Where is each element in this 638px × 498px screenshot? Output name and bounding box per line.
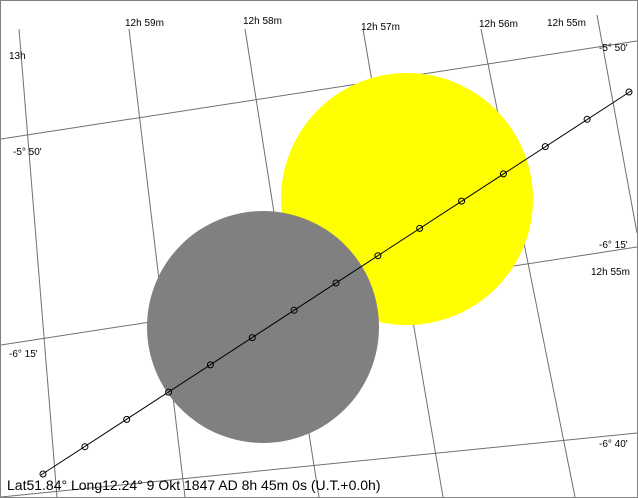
dec-grid-line xyxy=(1,40,637,140)
moon-path xyxy=(39,88,633,478)
ra-grid-line xyxy=(128,28,186,497)
ra-label: 12h 55m xyxy=(591,267,630,278)
moon-path-marker xyxy=(458,197,466,205)
dec-label: -6° 40' xyxy=(599,439,628,450)
moon-disc[interactable] xyxy=(147,211,379,443)
moon-path-marker xyxy=(416,224,424,232)
moon-path-marker xyxy=(165,388,173,396)
moon-path-marker xyxy=(625,88,633,96)
ra-grid-line xyxy=(596,14,637,234)
coordinate-labels: 12h 59m 12h 58m 12h 57m 12h 56m 12h 55m … xyxy=(9,16,630,450)
moon-path-marker xyxy=(499,170,507,178)
ra-label: 12h 56m xyxy=(479,19,518,30)
ra-grid-line xyxy=(18,28,58,497)
moon-path-marker xyxy=(248,334,256,342)
moon-path-marker xyxy=(123,415,131,423)
dec-label: -6° 15' xyxy=(9,349,38,360)
ra-label: 12h 59m xyxy=(125,18,164,29)
ra-grid-line xyxy=(480,28,576,497)
status-readout: Lat51.84° Long12.24° 9 Okt 1847 AD 8h 45… xyxy=(7,477,381,493)
dec-label: -5° 50' xyxy=(13,147,42,158)
moon-path-marker xyxy=(206,361,214,369)
moon-path-marker xyxy=(290,306,298,314)
dec-label: -5° 50' xyxy=(599,43,628,54)
ra-label: 12h 55m xyxy=(547,18,586,29)
dec-grid-line xyxy=(1,432,637,497)
moon-path-marker xyxy=(332,279,340,287)
moon-path-line xyxy=(40,90,632,476)
ra-label: 12h 57m xyxy=(361,22,400,33)
moon-path-marker xyxy=(39,470,47,478)
dec-label: -6° 15' xyxy=(599,240,628,251)
moon-path-marker xyxy=(583,115,591,123)
ra-label: 13h xyxy=(9,51,26,62)
ra-label: 12h 58m xyxy=(243,16,282,27)
moon-path-marker xyxy=(81,443,89,451)
moon-path-marker xyxy=(541,143,549,151)
moon-path-marker xyxy=(374,252,382,260)
moon-path-markers xyxy=(39,88,633,478)
